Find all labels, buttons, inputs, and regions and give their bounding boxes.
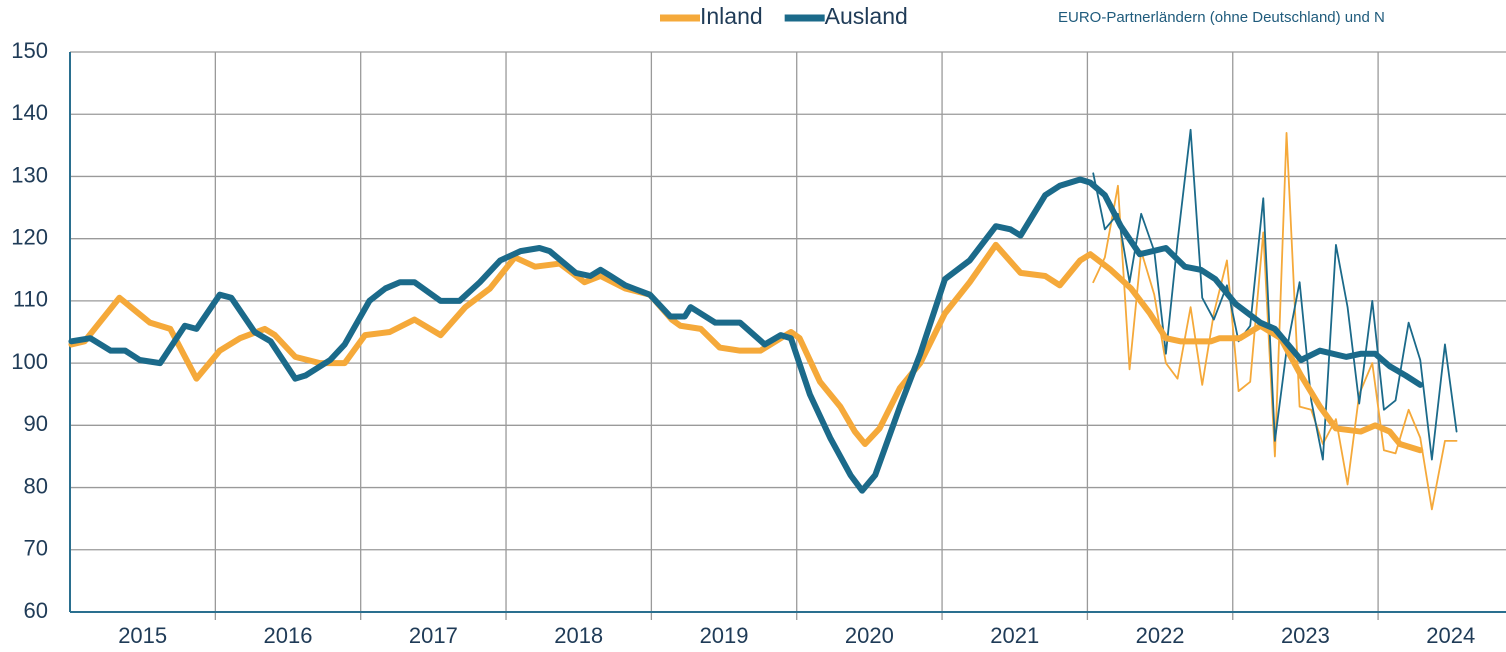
y-tick-label: 100 <box>11 349 48 374</box>
x-tick-label: 2020 <box>845 623 894 648</box>
y-tick-label: 130 <box>11 162 48 187</box>
x-tick-label: 2024 <box>1426 623 1475 648</box>
legend-label: Ausland <box>825 3 908 29</box>
x-tick-label: 2018 <box>554 623 603 648</box>
x-tick-label: 2019 <box>700 623 749 648</box>
annotation: EURO-Partnerländern (ohne Deutschland) u… <box>1058 9 1385 26</box>
data-line <box>1092 131 1458 511</box>
x-tick-label: 2022 <box>1136 623 1185 648</box>
y-tick-label: 70 <box>24 536 48 561</box>
y-tick-label: 90 <box>24 411 48 436</box>
x-tick-label: 2017 <box>409 623 458 648</box>
x-tick-label: 2015 <box>118 623 167 648</box>
y-tick-label: 110 <box>13 287 48 312</box>
y-tick-label: 80 <box>24 473 48 498</box>
y-tick-label: 120 <box>11 224 48 249</box>
data-line <box>68 176 1424 494</box>
y-tick-label: 60 <box>24 598 48 623</box>
legend-label: Inland <box>700 3 763 29</box>
x-tick-label: 2016 <box>264 623 313 648</box>
x-tick-label: 2023 <box>1281 623 1330 648</box>
x-tick-label: 2021 <box>990 623 1039 648</box>
y-tick-label: 140 <box>11 100 48 125</box>
y-tick-label: 150 <box>11 38 48 63</box>
data-line <box>1092 128 1458 461</box>
